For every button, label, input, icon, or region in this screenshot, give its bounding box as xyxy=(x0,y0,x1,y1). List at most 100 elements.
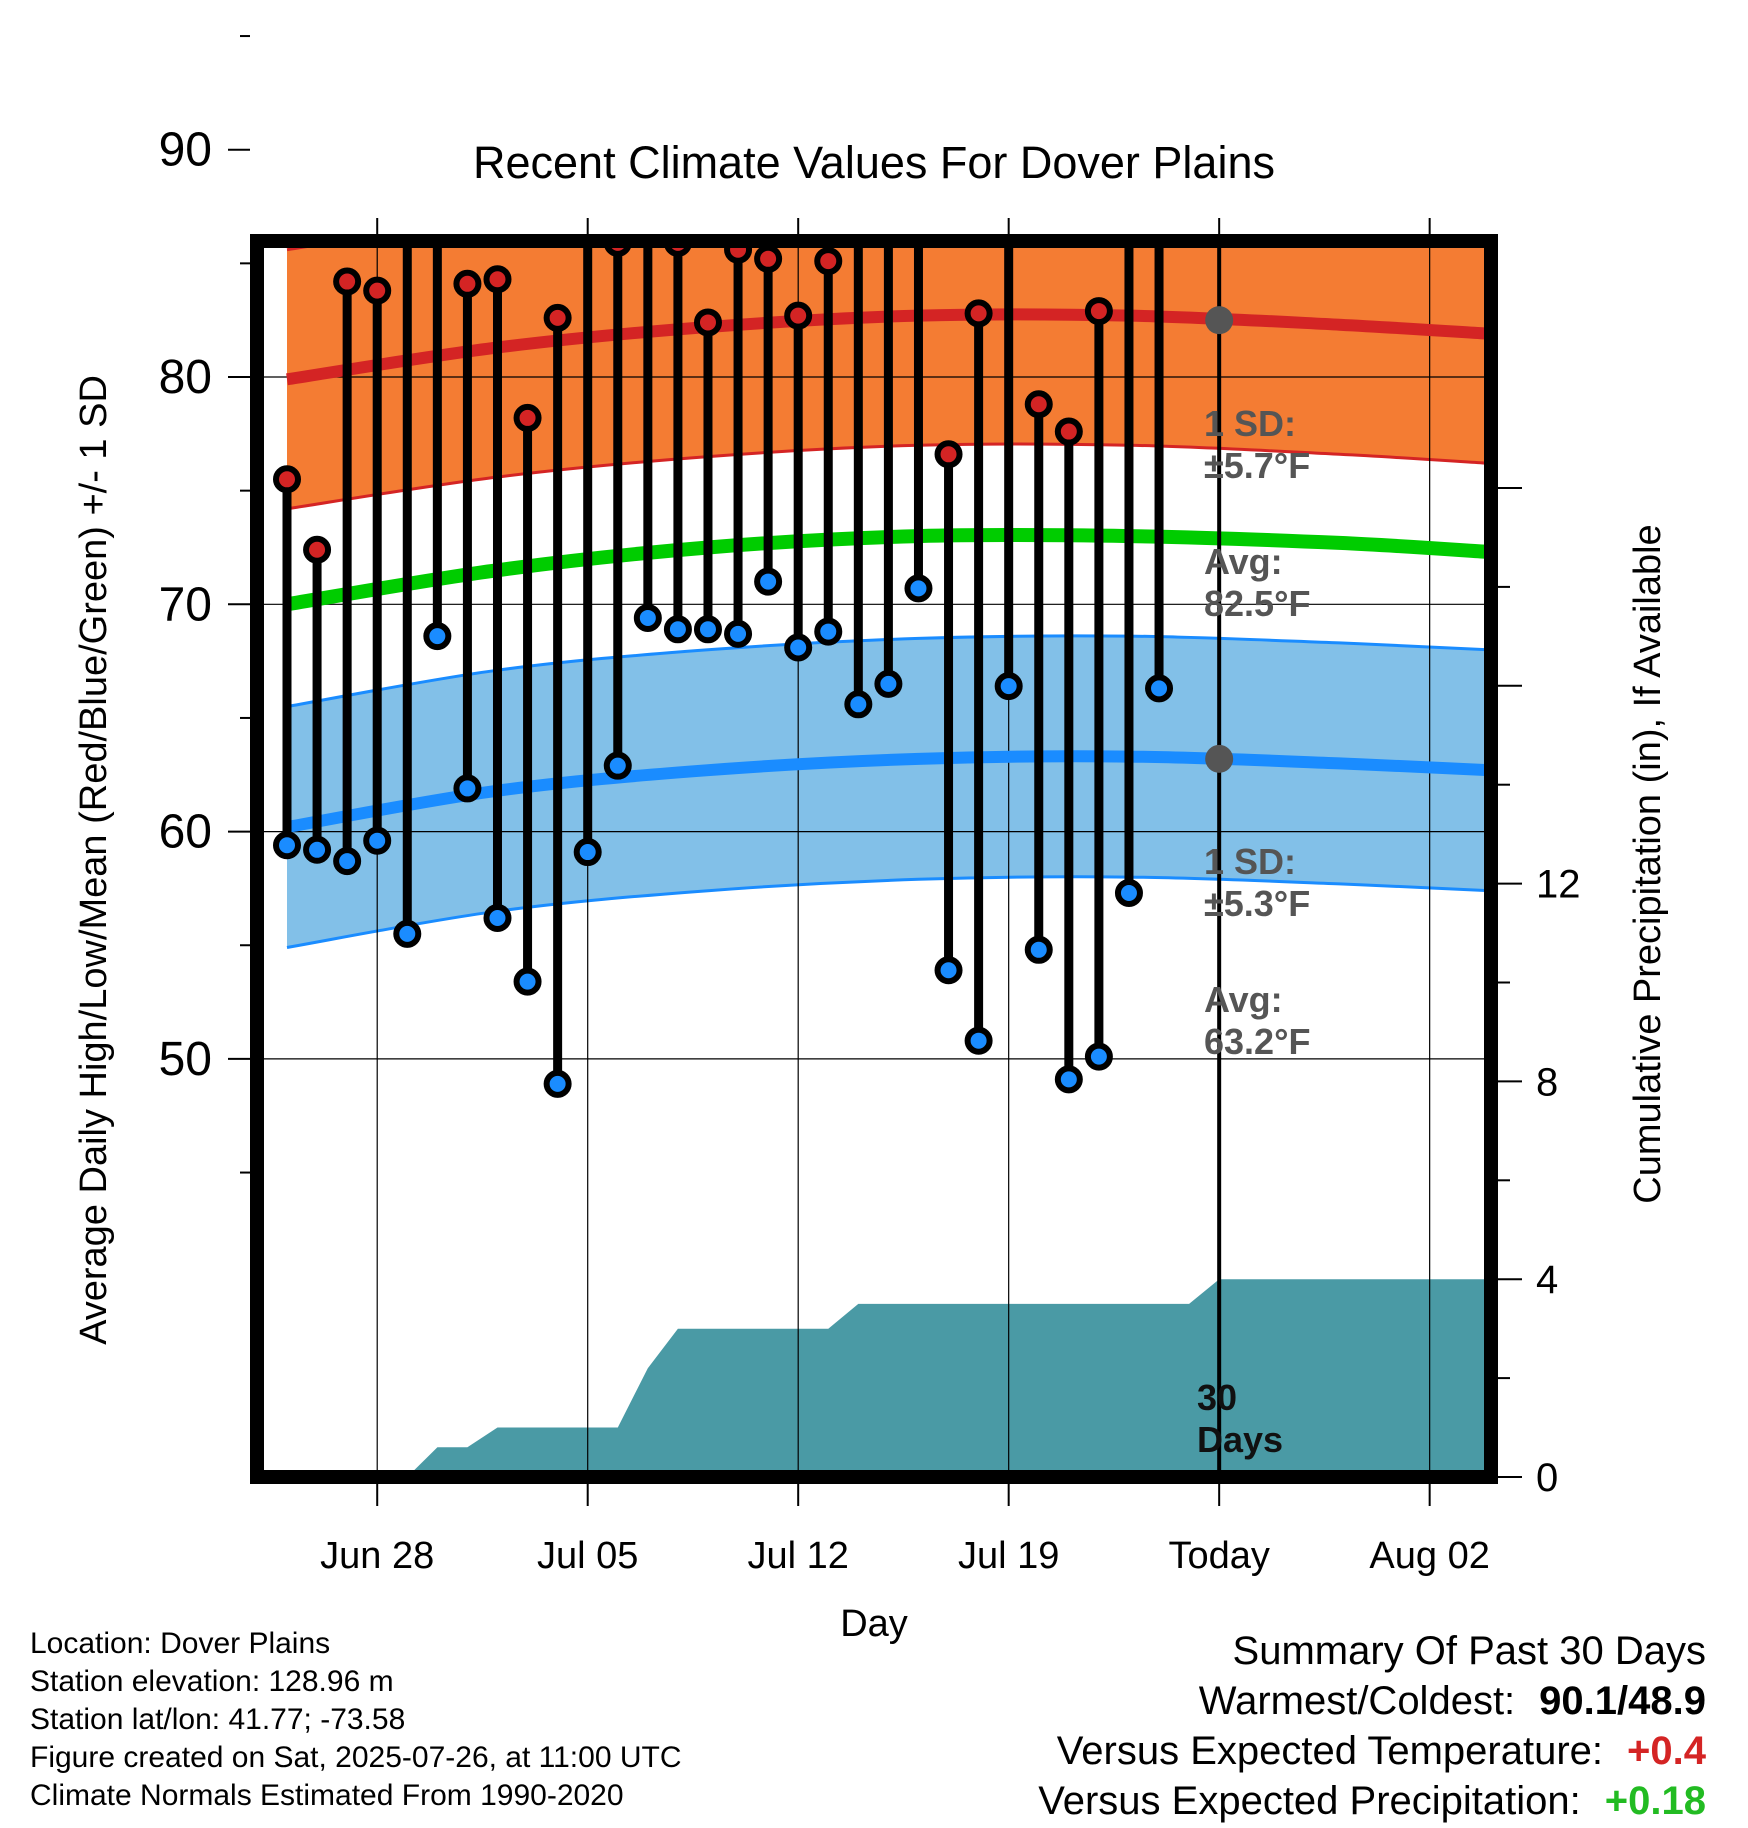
low-avg-label: Avg: xyxy=(1204,979,1283,1020)
observed-low-point xyxy=(724,619,753,648)
observed-low-point xyxy=(633,603,662,632)
period-number: 30 xyxy=(1197,1377,1237,1418)
low-sd-value: ±5.3°F xyxy=(1204,883,1310,924)
temp-departure-value: +0.4 xyxy=(1627,1729,1706,1773)
y-tick-label: 60 xyxy=(159,806,212,859)
x-tick-label: Jul 19 xyxy=(958,1535,1059,1577)
observed-high-point xyxy=(543,303,572,332)
y2-tick-label: 0 xyxy=(1536,1456,1558,1500)
y2-tick-label: 8 xyxy=(1536,1060,1558,1104)
observed-low-point xyxy=(393,919,422,948)
observed-high-point xyxy=(363,276,392,305)
high-sd-value: ±5.7°F xyxy=(1204,445,1310,486)
warm-cold-value: 90.1/48.9 xyxy=(1539,1679,1706,1723)
warm-cold-label: Warmest/Coldest: xyxy=(1198,1679,1516,1723)
observed-low-point xyxy=(1054,1065,1083,1094)
observed-high-point xyxy=(693,308,722,337)
observed-high-point xyxy=(724,247,753,264)
observed-high-point xyxy=(637,189,659,211)
summary-precip: Versus Expected Precipitation: +0.18 xyxy=(1038,1776,1706,1826)
summary-warm-cold: Warmest/Coldest: 90.1/48.9 xyxy=(1038,1676,1706,1726)
y2-axis-label: Cumulative Precipitation (in), If Availa… xyxy=(1627,524,1669,1203)
low-avg-value: 63.2°F xyxy=(1204,1021,1310,1062)
y2-tick-label: 4 xyxy=(1536,1258,1558,1302)
observed-low-point xyxy=(483,903,512,932)
observed-low-point xyxy=(603,751,632,780)
low-sd-label: 1 SD: xyxy=(1204,841,1296,882)
temp-departure-label: Versus Expected Temperature: xyxy=(1056,1729,1604,1773)
observed-low-point xyxy=(1084,1042,1113,1071)
observed-low-point xyxy=(303,835,332,864)
observed-high-point xyxy=(1054,417,1083,446)
high-sd-label: 1 SD: xyxy=(1204,403,1296,444)
observed-low-point xyxy=(453,774,482,803)
observed-low-point xyxy=(844,690,873,719)
observed-low-point xyxy=(273,831,301,860)
observed-low-point xyxy=(333,847,362,876)
precipitation-area xyxy=(413,1279,1485,1471)
today-low-avg-marker xyxy=(1205,744,1234,773)
observed-low-point xyxy=(874,669,903,698)
observed-high-point xyxy=(847,193,869,215)
y-axis-label: Average Daily High/Low/Mean (Red/Blue/Gr… xyxy=(73,375,115,1345)
observed-low-point xyxy=(363,826,392,855)
observed-low-point xyxy=(543,1069,572,1098)
observed-high-point xyxy=(784,301,813,330)
y-tick-label: 90 xyxy=(159,124,212,177)
x-axis-label: Day xyxy=(840,1603,908,1645)
observed-high-point xyxy=(964,299,993,328)
y2-tick-label: 12 xyxy=(1536,863,1581,907)
y-tick-label: 80 xyxy=(159,351,212,404)
observed-low-point xyxy=(693,615,722,644)
station-latlon: Station lat/lon: 41.77; -73.58 xyxy=(30,1703,406,1736)
x-tick-label: Aug 02 xyxy=(1369,1535,1489,1577)
plot-frame xyxy=(250,234,1498,1484)
summary-temp: Versus Expected Temperature: +0.4 xyxy=(1038,1726,1706,1776)
period-unit: Days xyxy=(1197,1419,1283,1460)
observed-high-point xyxy=(426,175,448,197)
observed-high-point xyxy=(333,267,362,296)
observed-low-point xyxy=(1114,878,1143,907)
climate-normals-period: Climate Normals Estimated From 1990-2020 xyxy=(30,1779,624,1812)
observed-low-point xyxy=(904,574,933,603)
precip-departure-label: Versus Expected Precipitation: xyxy=(1038,1779,1581,1823)
high-avg-label: Avg: xyxy=(1204,541,1283,582)
observed-high-point xyxy=(1084,297,1113,326)
chart-title: Recent Climate Values For Dover Plains xyxy=(473,137,1275,188)
x-tick-label: Jul 12 xyxy=(747,1535,848,1577)
x-tick-label: Today xyxy=(1168,1535,1269,1577)
observed-high-point xyxy=(483,265,512,294)
observed-high-point xyxy=(453,269,482,298)
observed-low-point xyxy=(784,633,813,662)
observed-low-point xyxy=(754,567,783,596)
observed-high-point xyxy=(513,403,542,432)
observed-high-point xyxy=(604,247,632,257)
figure-created: Figure created on Sat, 2025-07-26, at 11… xyxy=(30,1741,682,1774)
station-elevation: Station elevation: 128.96 m xyxy=(30,1665,394,1698)
high-avg-value: 82.5°F xyxy=(1204,583,1310,624)
y-tick-label: 50 xyxy=(159,1033,212,1086)
observed-low-point xyxy=(1145,674,1174,703)
station-location: Location: Dover Plains xyxy=(30,1627,331,1660)
observed-high-point xyxy=(273,465,301,494)
observed-low-point xyxy=(814,617,843,646)
observed-low-point xyxy=(573,838,602,867)
observed-low-point xyxy=(934,956,963,985)
observed-high-point xyxy=(934,440,963,469)
today-high-avg-marker xyxy=(1205,306,1234,335)
y-tick-label: 70 xyxy=(159,578,212,631)
precip-departure-value: +0.18 xyxy=(1604,1779,1706,1823)
observed-low-point xyxy=(663,615,692,644)
observed-low-point xyxy=(994,672,1023,701)
x-tick-label: Jul 05 xyxy=(537,1535,638,1577)
observed-high-point xyxy=(814,247,843,276)
observed-low-point xyxy=(1024,935,1053,964)
station-info: Location: Dover Plains Station elevation… xyxy=(30,1625,682,1815)
observed-high-point xyxy=(303,535,332,564)
observed-high-point xyxy=(1024,390,1053,419)
observed-low-point xyxy=(964,1026,993,1055)
observed-high-point xyxy=(396,200,418,222)
summary-panel: Summary Of Past 30 Days Warmest/Coldest:… xyxy=(1038,1626,1706,1826)
observed-high-point xyxy=(664,247,692,257)
